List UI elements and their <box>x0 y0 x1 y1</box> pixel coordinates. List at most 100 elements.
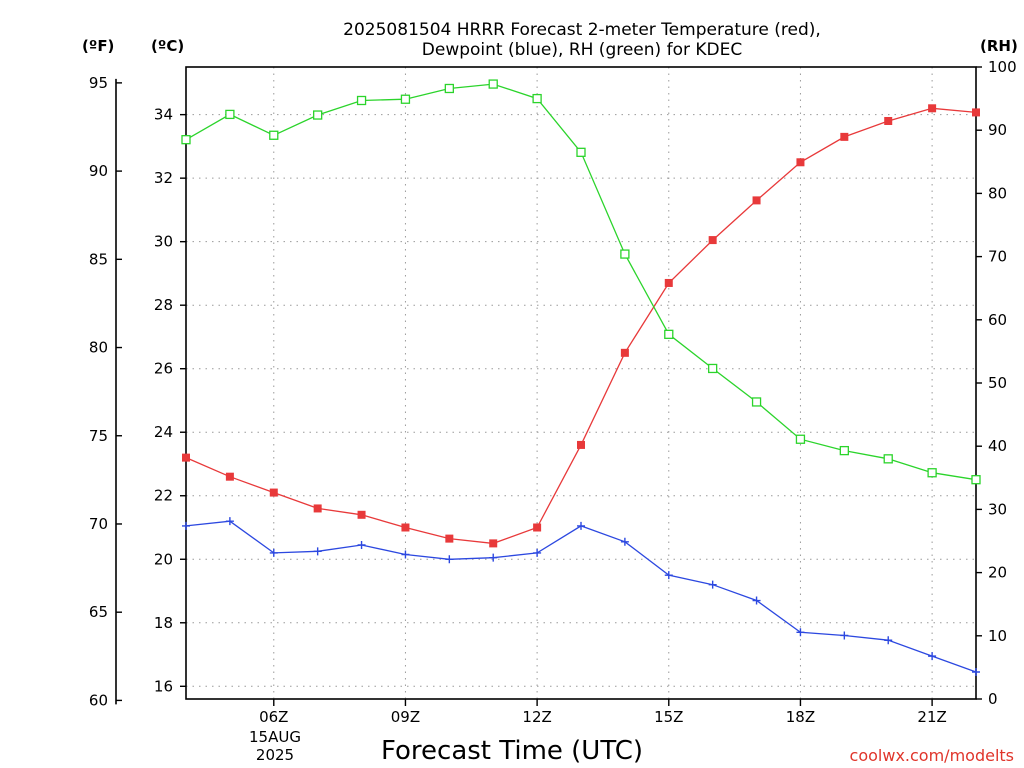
tick-label-layer: 06Z 09Z 12Z 15Z 18Z 21Z 16 18 20 22 24 26 28 30 32 34 60… <box>89 58 1017 726</box>
rh-series-line <box>185 83 977 481</box>
chart-subtitle: Dewpoint (blue), RH (green) for KDEC <box>422 40 742 60</box>
date-label-year: 2025 <box>256 746 294 764</box>
rh-tick-label: 90 <box>988 121 1007 139</box>
fahrenheit-tick-label: 75 <box>89 427 108 445</box>
rh-tick-label: 40 <box>988 437 1007 455</box>
celsius-tick-label: 22 <box>154 487 173 505</box>
dewpoint-point <box>357 540 366 549</box>
fahrenheit-tick-label: 70 <box>89 515 108 533</box>
celsius-tick-label: 34 <box>154 106 173 124</box>
rh-point <box>620 249 630 259</box>
rh-unit-label: (RH) <box>980 37 1018 55</box>
x-tick-label: 18Z <box>786 708 815 726</box>
rh-point <box>927 468 937 478</box>
rh-point <box>225 109 235 120</box>
x-tick-label: 09Z <box>391 708 420 726</box>
plot-frame <box>185 66 977 700</box>
rh-point <box>664 329 674 339</box>
celsius-tick-label: 30 <box>154 233 173 251</box>
dewpoint-point <box>225 517 234 526</box>
temperature-point <box>269 488 278 497</box>
rh-tick-label: 100 <box>988 58 1017 76</box>
rh-point <box>576 147 586 157</box>
series-layer <box>181 79 981 677</box>
rh-tick-label: 70 <box>988 248 1007 266</box>
fahrenheit-tick-label: 80 <box>89 339 108 357</box>
rh-point <box>532 93 542 104</box>
celsius-tick-label: 32 <box>154 169 173 187</box>
dewpoint-point <box>489 553 498 562</box>
dewpoint-point <box>796 628 805 637</box>
x-tick-label: 15Z <box>654 708 683 726</box>
temperature-series-line <box>185 107 977 545</box>
rh-point <box>795 434 806 444</box>
temperature-point <box>225 472 234 481</box>
dewpoint-point <box>577 521 585 530</box>
rh-point <box>488 79 498 89</box>
rh-point <box>400 94 411 104</box>
temperature-point <box>664 278 673 287</box>
fahrenheit-tick-label: 65 <box>89 603 108 621</box>
temperature-point <box>708 236 717 245</box>
temperature-point <box>928 104 937 113</box>
axis-layer <box>115 66 982 706</box>
fahrenheit-tick-label: 60 <box>89 691 108 709</box>
temperature-point <box>401 523 410 532</box>
dewpoint-point <box>840 631 849 640</box>
celsius-tick-label: 16 <box>154 677 173 695</box>
rh-tick-label: 60 <box>988 311 1007 329</box>
temperature-point <box>357 510 366 519</box>
temperature-point <box>489 539 498 548</box>
rh-point <box>313 110 323 120</box>
dewpoint-point <box>313 547 322 556</box>
fahrenheit-tick-label: 85 <box>89 250 108 268</box>
temperature-point <box>796 158 805 167</box>
chart-title: 2025081504 HRRR Forecast 2-meter Tempera… <box>343 20 821 40</box>
celsius-unit-label: (ºC) <box>151 37 184 55</box>
rh-tick-label: 50 <box>988 374 1007 392</box>
temperature-point <box>972 108 980 117</box>
rh-tick-label: 80 <box>988 184 1007 202</box>
temperature-point <box>445 534 454 543</box>
dewpoint-point <box>269 548 278 557</box>
celsius-tick-label: 26 <box>154 360 173 378</box>
dewpoint-point <box>884 636 893 645</box>
temperature-point <box>752 196 761 205</box>
rh-point <box>181 135 191 145</box>
dewpoint-point <box>445 555 454 564</box>
dewpoint-point <box>928 652 937 661</box>
rh-point <box>269 130 279 140</box>
rh-tick-label: 30 <box>988 500 1007 518</box>
rh-point <box>708 363 718 374</box>
temperature-point <box>884 116 893 125</box>
dewpoint-series-line <box>185 520 977 673</box>
dewpoint-point <box>182 521 190 530</box>
rh-tick-label: 0 <box>988 690 998 708</box>
fahrenheit-unit-label: (ºF) <box>82 37 114 55</box>
fahrenheit-tick-label: 90 <box>89 162 108 180</box>
grid-layer <box>186 67 976 699</box>
x-tick-label: 06Z <box>259 708 288 726</box>
rh-tick-label: 10 <box>988 627 1007 645</box>
celsius-tick-label: 20 <box>154 550 173 568</box>
dewpoint-point <box>533 548 542 557</box>
dewpoint-point <box>972 668 980 677</box>
fahrenheit-tick-label: 95 <box>89 74 108 92</box>
temperature-point <box>620 348 629 357</box>
dewpoint-point <box>620 537 629 546</box>
celsius-tick-label: 28 <box>154 296 173 314</box>
celsius-tick-label: 18 <box>154 614 173 632</box>
temperature-point <box>182 453 190 462</box>
x-tick-label: 21Z <box>917 708 946 726</box>
x-tick-label: 12Z <box>522 708 551 726</box>
rh-point <box>971 475 981 485</box>
dewpoint-point <box>708 580 717 589</box>
rh-point <box>751 397 762 407</box>
date-label-day: 15AUG <box>249 728 301 746</box>
x-axis-label: Forecast Time (UTC) <box>381 736 643 766</box>
temperature-point <box>577 440 585 449</box>
dewpoint-point <box>752 596 761 605</box>
temperature-point <box>533 523 542 532</box>
rh-point <box>444 83 454 94</box>
